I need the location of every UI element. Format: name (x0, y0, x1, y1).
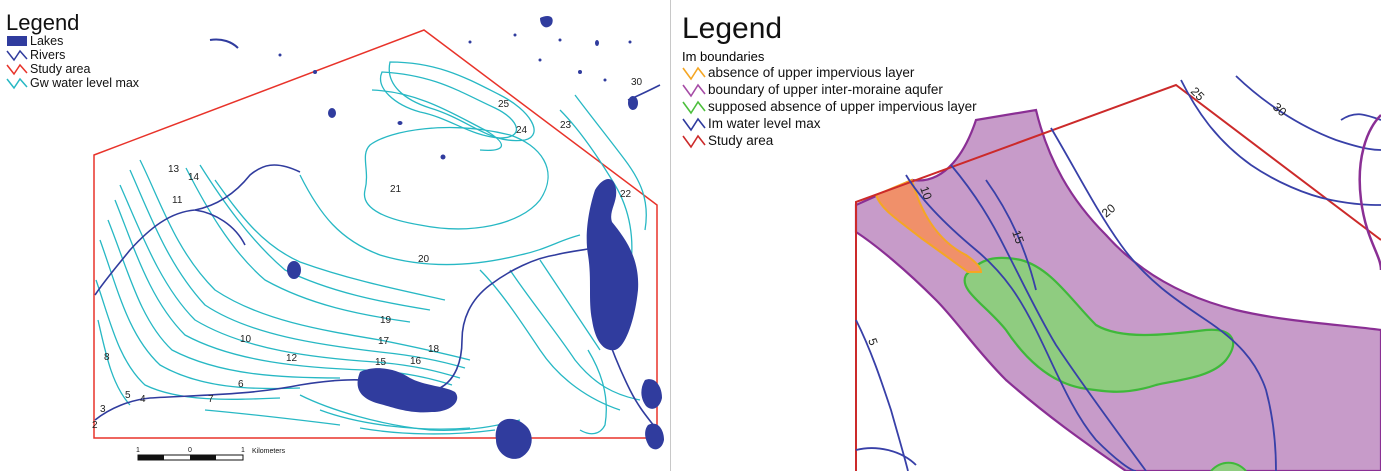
left-legend: Legend Lakes Rivers Study area Gw water … (6, 12, 139, 90)
legend-item-lakes: Lakes (6, 34, 139, 48)
left-map-panel: 30 25 24 23 22 21 20 19 18 17 16 15 14 1… (0, 0, 670, 471)
legend-subtitle: Im boundaries (682, 49, 765, 64)
contour-label: 8 (104, 352, 110, 363)
lake-small-ne (628, 96, 638, 110)
legend-item-rivers: Rivers (6, 48, 139, 62)
contour-label: 6 (238, 379, 244, 390)
legend-label: Rivers (30, 47, 66, 62)
gw-contours (95, 61, 647, 435)
contour-label: 2 (92, 420, 98, 431)
scale-tick: 0 (188, 447, 192, 454)
contour-label: 21 (390, 184, 402, 195)
contour-label: 11 (172, 195, 183, 206)
lake-south (357, 368, 458, 413)
contour-label: 23 (560, 120, 572, 131)
contour-label: 5 (865, 336, 881, 347)
legend-label: absence of upper impervious layer (708, 64, 915, 80)
red-line-icon (682, 134, 706, 149)
legend-label: Gw water level max (30, 75, 140, 90)
contour-label: 4 (140, 394, 146, 405)
contour-label: 25 (1188, 84, 1208, 104)
legend-label: boundary of upper inter-moraine aqufer (708, 81, 943, 97)
contour-label: 30 (631, 77, 643, 88)
contour-label: 10 (917, 184, 935, 202)
scale-tick: 1 (241, 447, 245, 454)
legend-item-absence-impervious: absence of upper impervious layer (682, 64, 977, 81)
contour-label: 17 (378, 336, 390, 347)
contour-labels: 30 25 24 23 22 21 20 19 18 17 16 15 14 1… (92, 77, 643, 431)
contour-label: 10 (240, 334, 252, 345)
legend-item-study-area: Study area (682, 132, 977, 149)
contour-label: 24 (516, 125, 528, 136)
contour-label: 15 (1009, 228, 1027, 246)
supposed-absence-zone (963, 256, 1235, 393)
river-line-icon (6, 49, 28, 62)
legend-item-aquifer-boundary: boundary of upper inter-moraine aqufer (682, 81, 977, 98)
lakes (209, 16, 664, 459)
absence-impervious-zone (874, 178, 983, 273)
legend-label: Lakes (30, 33, 64, 48)
contour-label: 18 (428, 344, 440, 355)
study-area-line-icon (6, 63, 28, 76)
lake-southeast-3 (645, 423, 664, 450)
contour-label: 13 (168, 164, 180, 175)
purple-line-icon (682, 83, 706, 98)
right-map-canvas: 30 25 20 15 10 5 (854, 75, 1381, 471)
contour-label: 7 (208, 394, 214, 405)
legend-label: Study area (708, 132, 774, 148)
contour-label: 22 (620, 189, 632, 200)
left-map-canvas: 30 25 24 23 22 21 20 19 18 17 16 15 14 1… (92, 16, 664, 461)
orange-line-icon (682, 66, 706, 81)
rivers (94, 84, 661, 431)
lake-small-north (328, 108, 336, 118)
contour-label: 12 (286, 353, 298, 364)
im-water-level-contours (855, 75, 1381, 471)
panel-divider (670, 0, 676, 471)
blue-line-icon (682, 117, 706, 132)
contour-label: 5 (125, 390, 131, 401)
legend-item-supposed-absence: supposed absence of upper impervious lay… (682, 98, 977, 115)
right-legend: Legend Im boundaries absence of upper im… (682, 14, 977, 149)
contour-label: 15 (375, 357, 387, 368)
study-area-boundary (855, 83, 1381, 471)
legend-item-im-water-level: Im water level max (682, 115, 977, 132)
legend-item-study-area: Study area (6, 62, 139, 76)
legend-label: Study area (30, 61, 91, 76)
contour-label: 20 (1099, 201, 1118, 221)
contour-label: 16 (410, 356, 422, 367)
legend-title: Legend (682, 12, 783, 45)
lake-swatch-icon (7, 36, 27, 46)
scale-unit: Kilometers (252, 448, 286, 455)
right-map-panel: 30 25 20 15 10 5 Legend Im boundaries ab… (676, 0, 1381, 471)
study-area-boundary (93, 29, 658, 439)
scale-tick: 1 (136, 447, 140, 454)
lake-large-east (586, 178, 639, 351)
lake-small-center (287, 261, 301, 279)
lake-southeast-1 (495, 418, 532, 459)
contour-label: 19 (380, 315, 392, 326)
legend-label: supposed absence of upper impervious lay… (708, 98, 977, 114)
lake-southeast-2 (641, 379, 662, 409)
contour-label: 14 (188, 172, 200, 183)
contour-label: 25 (498, 99, 510, 110)
contour-label: 3 (100, 404, 106, 415)
scale-bar: 1 0 1 Kilometers (136, 447, 286, 461)
green-line-icon (682, 100, 706, 115)
aquifer-boundary-east (1358, 114, 1381, 271)
contour-label: 20 (418, 254, 430, 265)
legend-title: Legend (6, 10, 80, 35)
inter-moraine-aquifer-zone (854, 108, 1381, 471)
legend-label: Im water level max (708, 115, 821, 131)
legend-item-gw-level: Gw water level max (6, 76, 139, 90)
contour-line-icon (6, 77, 28, 90)
